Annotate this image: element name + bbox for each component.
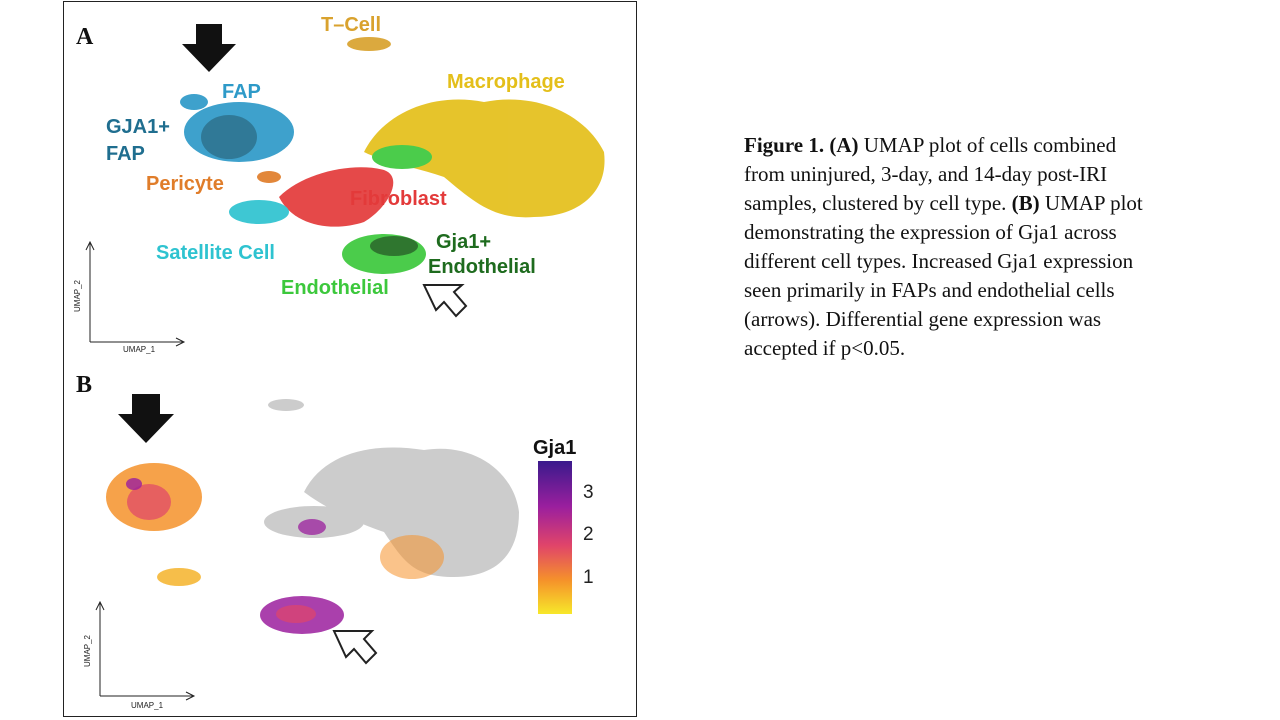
- panel-a: A T–Cell FAP Macrophage GJA1+ FAP Pericy…: [73, 14, 605, 354]
- expr-fibroblast: [298, 519, 326, 535]
- label-gja1-endothelial-line2: Endothelial: [428, 256, 536, 278]
- cluster-pericyte: [257, 171, 281, 183]
- axis-b-y-label: UMAP_2: [83, 634, 92, 667]
- label-gja1-endothelial-line1: Gja1+: [436, 231, 491, 253]
- cluster-tcell: [347, 37, 391, 51]
- label-pericyte: Pericyte: [146, 173, 224, 195]
- umap-a-clusters: [180, 37, 605, 274]
- legend-colorbar: [538, 461, 572, 614]
- axis-b-x-label: UMAP_1: [131, 701, 164, 710]
- axis-a-y-label: UMAP_2: [73, 279, 82, 312]
- legend-tick-3: 3: [583, 482, 594, 503]
- gray-macrophage: [304, 447, 519, 577]
- axis-a-arrows: [85, 240, 186, 347]
- figure-caption: Figure 1. (A) UMAP plot of cells combine…: [744, 131, 1144, 363]
- label-macrophage: Macrophage: [447, 71, 565, 93]
- cluster-fibroblast: [279, 167, 394, 227]
- figure-panel: A T–Cell FAP Macrophage GJA1+ FAP Pericy…: [63, 1, 637, 717]
- umap-b-expression: [106, 399, 519, 634]
- caption-b-label: (B): [1011, 191, 1040, 215]
- caption-a-label: (A): [829, 133, 859, 157]
- expr-satellite: [157, 568, 201, 586]
- axis-b-arrows: [95, 600, 196, 701]
- expr-endothelial-mid: [276, 605, 316, 623]
- cluster-fibroblast-green: [372, 145, 432, 169]
- expr-fap-core: [127, 484, 171, 520]
- outline-arrow-icon: [422, 284, 468, 318]
- label-fibroblast: Fibroblast: [350, 188, 447, 210]
- panel-b-letter: B: [76, 372, 92, 398]
- cluster-gja1-fap: [201, 115, 257, 159]
- filled-arrow-icon: [182, 24, 236, 72]
- caption-fig-label: Figure 1.: [744, 133, 825, 157]
- outline-arrow-icon-b: [332, 630, 378, 665]
- label-gja1-fap-line1: GJA1+: [106, 116, 170, 138]
- panel-b: B Gja1 3 2 1 UMAP_1 UMAP_2: [76, 372, 594, 710]
- label-tcell: T–Cell: [321, 14, 381, 36]
- caption-b-text: UMAP plot demonstrating the expression o…: [744, 191, 1143, 360]
- label-satellite-cell: Satellite Cell: [156, 242, 275, 264]
- filled-arrow-icon-b: [118, 394, 174, 443]
- legend-tick-1: 1: [583, 567, 594, 588]
- cluster-satellite: [229, 200, 289, 224]
- expr-macrophage-edge: [380, 535, 444, 579]
- umap-figure: A T–Cell FAP Macrophage GJA1+ FAP Pericy…: [73, 14, 605, 710]
- expr-fap-high: [126, 478, 142, 490]
- label-fap: FAP: [222, 81, 261, 103]
- cluster-fap-tail: [180, 94, 208, 110]
- panel-a-letter: A: [76, 24, 94, 50]
- label-gja1-fap-line2: FAP: [106, 143, 145, 165]
- gray-tcell: [268, 399, 304, 411]
- axis-a-x-label: UMAP_1: [123, 345, 156, 354]
- label-endothelial: Endothelial: [281, 277, 389, 299]
- legend-title: Gja1: [533, 437, 576, 459]
- cluster-macrophage: [364, 99, 605, 218]
- cluster-gja1-endothelial: [370, 236, 418, 256]
- legend-tick-2: 2: [583, 524, 594, 545]
- caption-a-text: UMAP plot of cells combined from uninjur…: [744, 133, 1117, 215]
